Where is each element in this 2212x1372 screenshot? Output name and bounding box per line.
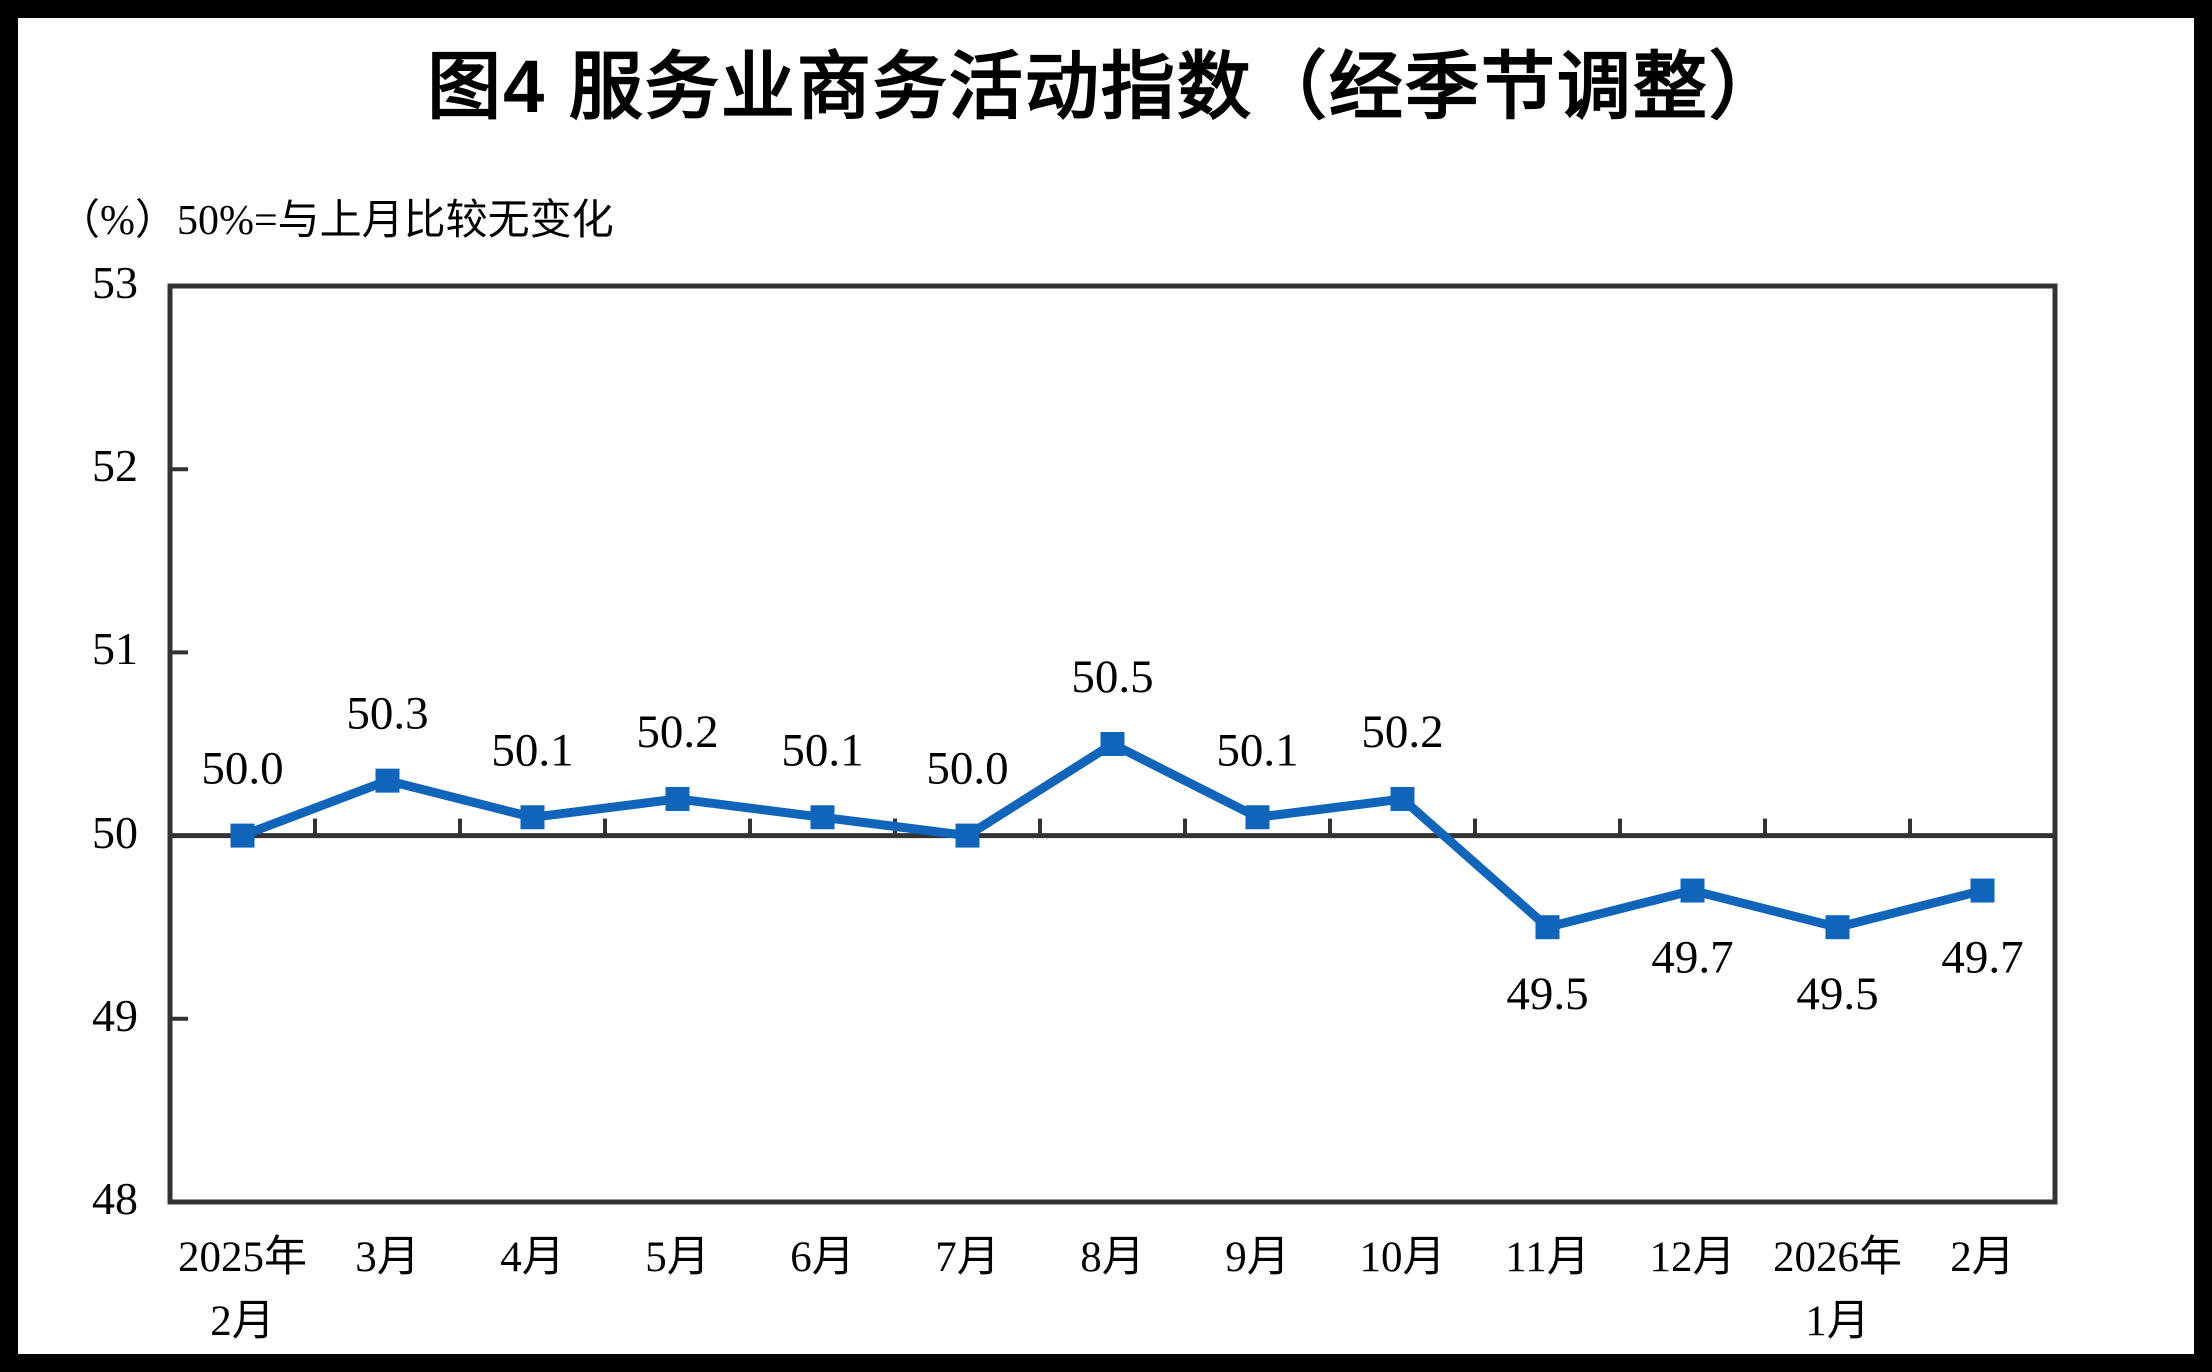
data-point-marker (1680, 878, 1705, 903)
y-axis-tick-label: 52 (92, 440, 138, 492)
plot-frame (167, 283, 2058, 1205)
data-point-label: 50.1 (491, 724, 573, 776)
x-axis-tick-label: 7月 (935, 1234, 1000, 1281)
data-point-marker (375, 768, 400, 793)
data-point-label: 49.7 (1941, 932, 2023, 984)
y-axis-tick-label: 53 (92, 257, 138, 308)
chart-title: 图4 服务业商务活动指数（经季节调整） (427, 45, 1785, 128)
data-point-marker (1390, 786, 1415, 811)
data-point-label: 49.5 (1506, 968, 1588, 1020)
data-point-marker (1245, 805, 1270, 830)
data-point-label: 50.2 (636, 706, 718, 758)
y-axis-tick-label: 50 (92, 806, 138, 858)
data-point-label: 50.0 (926, 743, 1008, 795)
y-axis-tick-label: 49 (92, 989, 138, 1041)
x-axis-tick-label: 2月 (1950, 1234, 2015, 1281)
data-point-label: 49.5 (1796, 968, 1878, 1020)
data-point-marker (955, 823, 980, 848)
data-point-marker (230, 823, 255, 848)
x-axis-tick-label: 10月 (1359, 1234, 1446, 1281)
x-axis-tick-label: 5月 (645, 1234, 710, 1281)
x-axis-tick-label: 2026年 1月 (1773, 1234, 1902, 1345)
data-point-marker (810, 805, 835, 830)
x-axis-tick-label: 2025年 2月 (178, 1234, 307, 1345)
data-point-marker (1100, 732, 1125, 756)
data-point-marker (520, 805, 545, 830)
y-axis-tick-label: 48 (92, 1173, 138, 1224)
data-point-marker (1535, 915, 1560, 940)
x-axis-tick-label: 4月 (500, 1234, 565, 1281)
data-point-marker (665, 786, 690, 811)
y-axis-tick-label: 51 (92, 623, 138, 675)
x-axis-tick-label: 3月 (355, 1234, 420, 1281)
data-point-label: 50.5 (1071, 651, 1153, 703)
data-point-label: 50.1 (1216, 724, 1298, 776)
data-point-label: 49.7 (1651, 932, 1733, 984)
data-point-label: 50.3 (346, 688, 428, 740)
data-point-label: 50.1 (781, 724, 863, 776)
x-axis-tick-label: 8月 (1080, 1234, 1145, 1281)
y-axis-unit-note: （%）50%=与上月比较无变化 (58, 198, 614, 244)
data-point-marker (1825, 915, 1850, 940)
x-axis-tick-label: 12月 (1649, 1234, 1736, 1281)
data-point-marker (1970, 878, 1995, 903)
x-axis-tick-label: 11月 (1505, 1234, 1590, 1281)
x-axis-tick-label: 9月 (1225, 1234, 1290, 1281)
data-point-label: 50.2 (1361, 706, 1443, 758)
x-axis-tick-label: 6月 (790, 1234, 855, 1281)
data-point-label: 50.0 (201, 743, 283, 795)
